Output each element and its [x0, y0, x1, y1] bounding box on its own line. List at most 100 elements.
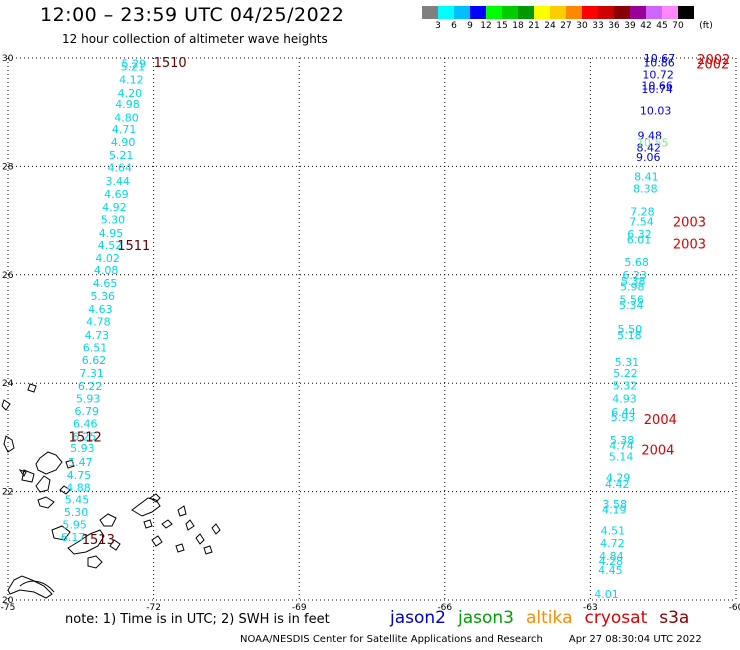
wave-height-value: 4.93	[612, 392, 637, 405]
lon-tick-label: -63	[583, 603, 598, 613]
wave-height-value: 5.98	[620, 281, 645, 294]
wave-height-colorbar	[422, 6, 694, 19]
pass-number-label: 1511	[117, 239, 150, 254]
colorbar-swatch	[566, 6, 582, 19]
coastline-segment	[143, 519, 153, 529]
colorbar-swatch	[614, 6, 630, 19]
pass-number-label: 2004	[644, 413, 677, 428]
wave-height-observations: 5.295.214.124.204.984.804.714.905.214.64…	[61, 52, 675, 601]
wave-height-value: 4.98	[115, 98, 140, 111]
wave-height-value: 5.29	[122, 57, 146, 70]
wave-height-value: 4.45	[598, 564, 623, 577]
wave-height-value: 8.38	[633, 183, 658, 196]
coastline-segment	[67, 529, 105, 555]
wave-height-value: 4.80	[114, 112, 138, 125]
wave-height-value: 5.93	[611, 411, 636, 424]
colorbar-swatch	[454, 6, 470, 19]
coastline-segment	[35, 475, 51, 493]
wave-height-value: 4.08	[94, 264, 119, 277]
colorbar-label: 36	[608, 21, 620, 31]
wave-height-value: 4.71	[112, 123, 136, 136]
coastline-segment	[35, 451, 63, 475]
wave-height-value: 4.65	[93, 277, 118, 290]
colorbar-swatch	[470, 6, 486, 19]
coastline-segment	[203, 545, 213, 555]
wave-height-value: 5.38	[610, 434, 635, 447]
map-title: 12:00 – 23:59 UTC 04/25/2022	[40, 4, 345, 26]
pass-number-label: 1510	[154, 56, 187, 71]
colorbar-swatch	[502, 6, 518, 19]
wave-height-value: 3.58	[603, 498, 628, 511]
wave-height-value: 10.74	[641, 83, 673, 96]
wave-height-value: 10.66	[641, 80, 673, 93]
credit-line: NOAA/NESDIS Center for Satellite Applica…	[240, 634, 702, 645]
lon-tick-label: -69	[292, 603, 307, 613]
wave-height-value: 8.42	[637, 141, 662, 154]
pass-number-label: 2004	[641, 443, 674, 458]
colorbar-label: 24	[544, 21, 556, 31]
graticule	[8, 58, 736, 600]
wave-height-value: 5.68	[624, 256, 649, 269]
wave-height-value: 6.44	[611, 406, 636, 419]
coastline-segment	[1, 399, 11, 411]
coastline-segment	[177, 505, 187, 517]
colorbar-label: 21	[528, 21, 540, 31]
coastline-segment	[185, 519, 195, 531]
wave-height-value: 4.69	[104, 188, 129, 201]
wave-height-value: 6.23	[622, 269, 647, 282]
colorbar-swatch	[582, 6, 598, 19]
legend-s3a: s3a	[659, 608, 690, 628]
legend-jason2: jason2	[390, 608, 446, 628]
colorbar-label: 12	[480, 21, 492, 31]
wave-height-value: 6.17	[61, 531, 86, 544]
colorbar-swatch	[550, 6, 566, 19]
wave-height-value: 5.34	[619, 299, 644, 312]
colorbar-label: 30	[576, 21, 588, 31]
coastline-segment	[18, 469, 27, 477]
colorbar-label: 27	[560, 21, 572, 31]
coastline-segment	[151, 535, 163, 547]
lat-tick-label: 28	[2, 162, 14, 172]
wave-height-value: 4.73	[85, 329, 110, 342]
wave-height-value: 4.51	[601, 525, 626, 538]
wave-height-value: 4.42	[605, 478, 630, 491]
wave-height-value: 5.21	[121, 61, 146, 74]
wave-height-value: 4.63	[88, 303, 113, 316]
colorbar-swatch	[518, 6, 534, 19]
wave-height-value: 5.38	[621, 275, 646, 288]
coastline-segment	[7, 575, 53, 599]
lon-tick-label: -72	[146, 603, 161, 613]
legend-cryosat: cryosat	[584, 608, 648, 628]
pass-number-label: 2002	[696, 57, 729, 72]
wave-height-value: 4.02	[95, 252, 120, 265]
coastline-segment	[3, 435, 15, 453]
colorbar-swatch	[662, 6, 678, 19]
wave-height-value: 4.19	[602, 503, 627, 516]
wave-height-value: 7.54	[629, 216, 654, 229]
wave-height-value: 10.72	[642, 68, 674, 81]
wave-height-value: 4.01	[594, 588, 619, 601]
colorbar-swatch	[598, 6, 614, 19]
wave-height-value: 5.93	[70, 442, 95, 455]
wave-height-value: 5.18	[617, 329, 642, 342]
coastline-segment	[59, 485, 71, 495]
wave-height-value: 4.52	[98, 239, 123, 252]
pass-number-label: 2002	[697, 53, 730, 68]
colorbar-swatch	[438, 6, 454, 19]
colorbar-swatch	[422, 6, 438, 19]
wave-height-value: 5.14	[609, 450, 634, 463]
wave-height-value: 4.29	[606, 472, 631, 485]
lon-tick-label: -66	[437, 603, 452, 613]
coastline-segment	[19, 580, 55, 593]
wave-height-value: 5.22	[613, 367, 638, 380]
lon-tick-label: -75	[1, 603, 16, 613]
wave-height-value: 4.64	[107, 161, 132, 174]
pass-number-label: 1512	[69, 430, 102, 445]
wave-height-value: 4.75	[67, 469, 92, 482]
colorbar-swatch	[534, 6, 550, 19]
wave-height-value: 4.28	[599, 555, 624, 568]
wave-height-value: 4.90	[111, 136, 135, 149]
satellite-legend: jason2 jason3 altika cryosat s3a	[390, 608, 701, 628]
coastline-segment	[195, 533, 205, 545]
lat-tick-label: 30	[2, 54, 14, 64]
